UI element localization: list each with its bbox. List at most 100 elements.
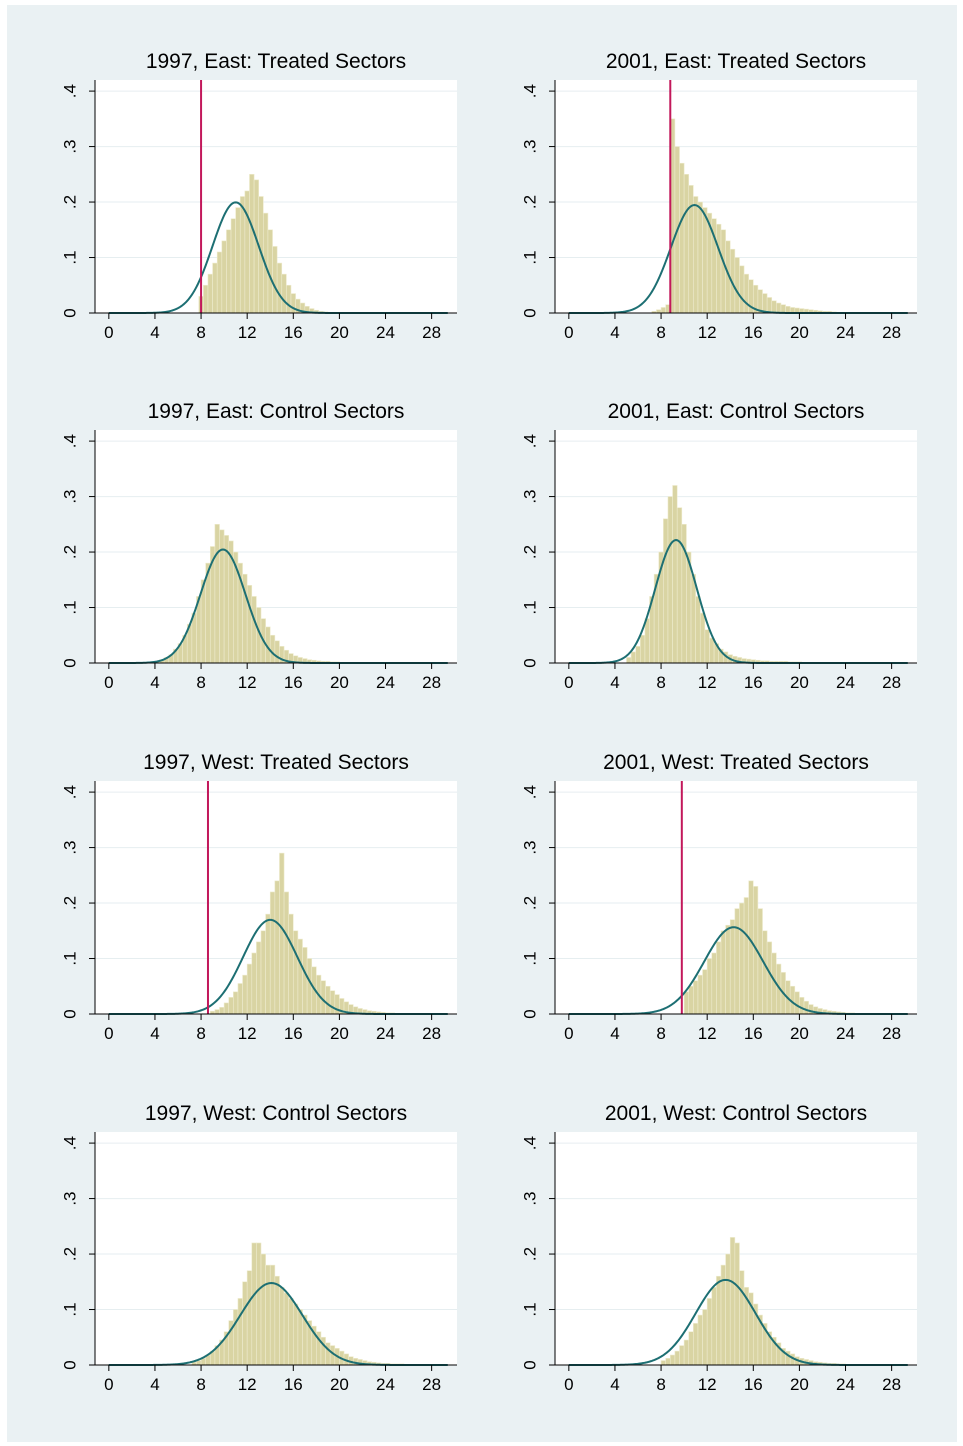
y-tick-label: .3 <box>60 489 79 503</box>
histogram-bar <box>226 229 232 314</box>
histogram-bar <box>679 1345 685 1366</box>
chart-title: 1997, East: Control Sectors <box>148 400 405 423</box>
histogram-bar <box>265 1264 271 1366</box>
histogram-bar <box>251 952 257 1015</box>
histogram-bar <box>283 891 289 1015</box>
x-tick-label: 12 <box>238 1375 257 1394</box>
histogram-bar <box>743 273 749 314</box>
x-tick-label: 4 <box>610 673 619 692</box>
histogram-bar <box>725 1253 731 1366</box>
y-tick-label: .4 <box>60 785 79 799</box>
histogram-bar <box>256 941 262 1015</box>
histogram-bar <box>780 304 786 314</box>
y-tick-label: .2 <box>520 545 539 559</box>
histogram-bar <box>669 1354 676 1366</box>
histogram-bar <box>223 535 230 664</box>
histogram-bar <box>720 229 726 314</box>
histogram-bar <box>697 201 703 314</box>
chart-title: 2001, West: Treated Sectors <box>603 751 869 774</box>
histogram-bar <box>695 596 701 664</box>
histogram-bar <box>233 1309 239 1366</box>
histogram-bar <box>242 1281 248 1366</box>
x-tick-label: 0 <box>104 673 113 692</box>
y-tick-label: 0 <box>520 1009 539 1018</box>
x-tick-label: 8 <box>196 323 205 342</box>
y-tick-label: .3 <box>60 139 79 153</box>
histogram-bar <box>279 1287 285 1366</box>
histogram-bar <box>776 302 782 314</box>
histogram-bar <box>697 1314 703 1366</box>
x-tick-label: 24 <box>836 1375 855 1394</box>
y-tick-label: 0 <box>60 308 79 317</box>
x-tick-label: 8 <box>196 673 205 692</box>
y-tick-label: 0 <box>520 658 539 667</box>
histogram-bar <box>693 196 699 314</box>
histogram-bar <box>269 1264 276 1366</box>
histogram-bar <box>709 637 715 664</box>
histogram-bar <box>683 991 690 1015</box>
x-tick-label: 24 <box>376 1024 395 1043</box>
histogram-bar <box>274 1275 280 1366</box>
histogram-bar <box>640 634 646 664</box>
x-tick-label: 24 <box>376 323 395 342</box>
y-tick-label: 0 <box>520 1360 539 1369</box>
histogram-bar <box>711 952 717 1015</box>
y-tick-label: .1 <box>60 250 79 264</box>
histogram-bar <box>688 1331 694 1366</box>
histogram-bar <box>734 1242 740 1366</box>
chart-panel-8: 0 4 8 12 16 20 24 28 0 .1 .2 .3 .4 2001, West: Contro… <box>520 1102 917 1394</box>
chart-panel-4: 0 4 8 12 16 20 24 28 0 .1 .2 .3 .4 2001, East: Contro… <box>520 400 917 692</box>
x-tick-label: 16 <box>744 1024 763 1043</box>
histogram-bar <box>292 1303 299 1366</box>
histogram-bar <box>672 485 678 664</box>
histogram-bar <box>626 657 632 664</box>
histogram-bar <box>716 223 722 314</box>
histogram-bar <box>702 207 708 314</box>
histogram-bar <box>739 1270 745 1366</box>
histogram-bar <box>219 1007 225 1015</box>
histogram-bar <box>221 240 227 314</box>
y-tick-label: 0 <box>60 1009 79 1018</box>
x-tick-label: 28 <box>422 1375 441 1394</box>
histogram-bar <box>260 1253 266 1366</box>
y-tick-label: .4 <box>60 84 79 98</box>
histogram-bar <box>757 908 763 1015</box>
y-tick-label: .2 <box>60 896 79 910</box>
y-tick-label: .1 <box>60 1302 79 1316</box>
histogram-bar <box>716 941 722 1015</box>
x-tick-label: 16 <box>744 323 763 342</box>
chart-title: 1997, West: Control Sectors <box>145 1102 407 1125</box>
histogram-bar <box>281 273 287 314</box>
histogram-bar <box>688 985 694 1015</box>
histogram-bar <box>665 1358 671 1366</box>
x-tick-label: 8 <box>656 673 665 692</box>
histogram-bar <box>739 902 745 1015</box>
histogram-bar <box>644 618 650 664</box>
chart-panel-3: 0 4 8 12 16 20 24 28 0 .1 .2 .3 .4 1997, East: Contro… <box>60 400 457 692</box>
histogram-bar <box>249 174 255 314</box>
x-tick-label: 20 <box>330 673 349 692</box>
y-tick-label: .2 <box>520 195 539 209</box>
x-tick-label: 20 <box>330 323 349 342</box>
y-tick-label: .1 <box>520 250 539 264</box>
chart-title: 2001, East: Control Sectors <box>608 400 865 423</box>
histogram-bar <box>699 612 706 664</box>
x-tick-label: 12 <box>698 673 717 692</box>
y-tick-label: .3 <box>520 139 539 153</box>
x-tick-label: 28 <box>882 323 901 342</box>
histogram-bar <box>265 913 271 1015</box>
histogram-bar <box>203 284 209 314</box>
histogram-bar <box>690 573 696 664</box>
histogram-bar <box>676 507 683 664</box>
histogram-bar <box>702 1309 708 1366</box>
x-tick-label: 20 <box>790 323 809 342</box>
histogram-bar <box>279 852 285 1015</box>
chart-panel-2: 0 4 8 12 16 20 24 28 0 .1 .2 .3 .4 2001, East: Treate… <box>520 50 917 342</box>
x-tick-label: 20 <box>790 673 809 692</box>
y-tick-label: 0 <box>520 308 539 317</box>
histogram-bar <box>246 963 253 1015</box>
histogram-bar <box>244 190 250 314</box>
x-tick-label: 20 <box>790 1375 809 1394</box>
histogram-bar <box>630 651 637 664</box>
